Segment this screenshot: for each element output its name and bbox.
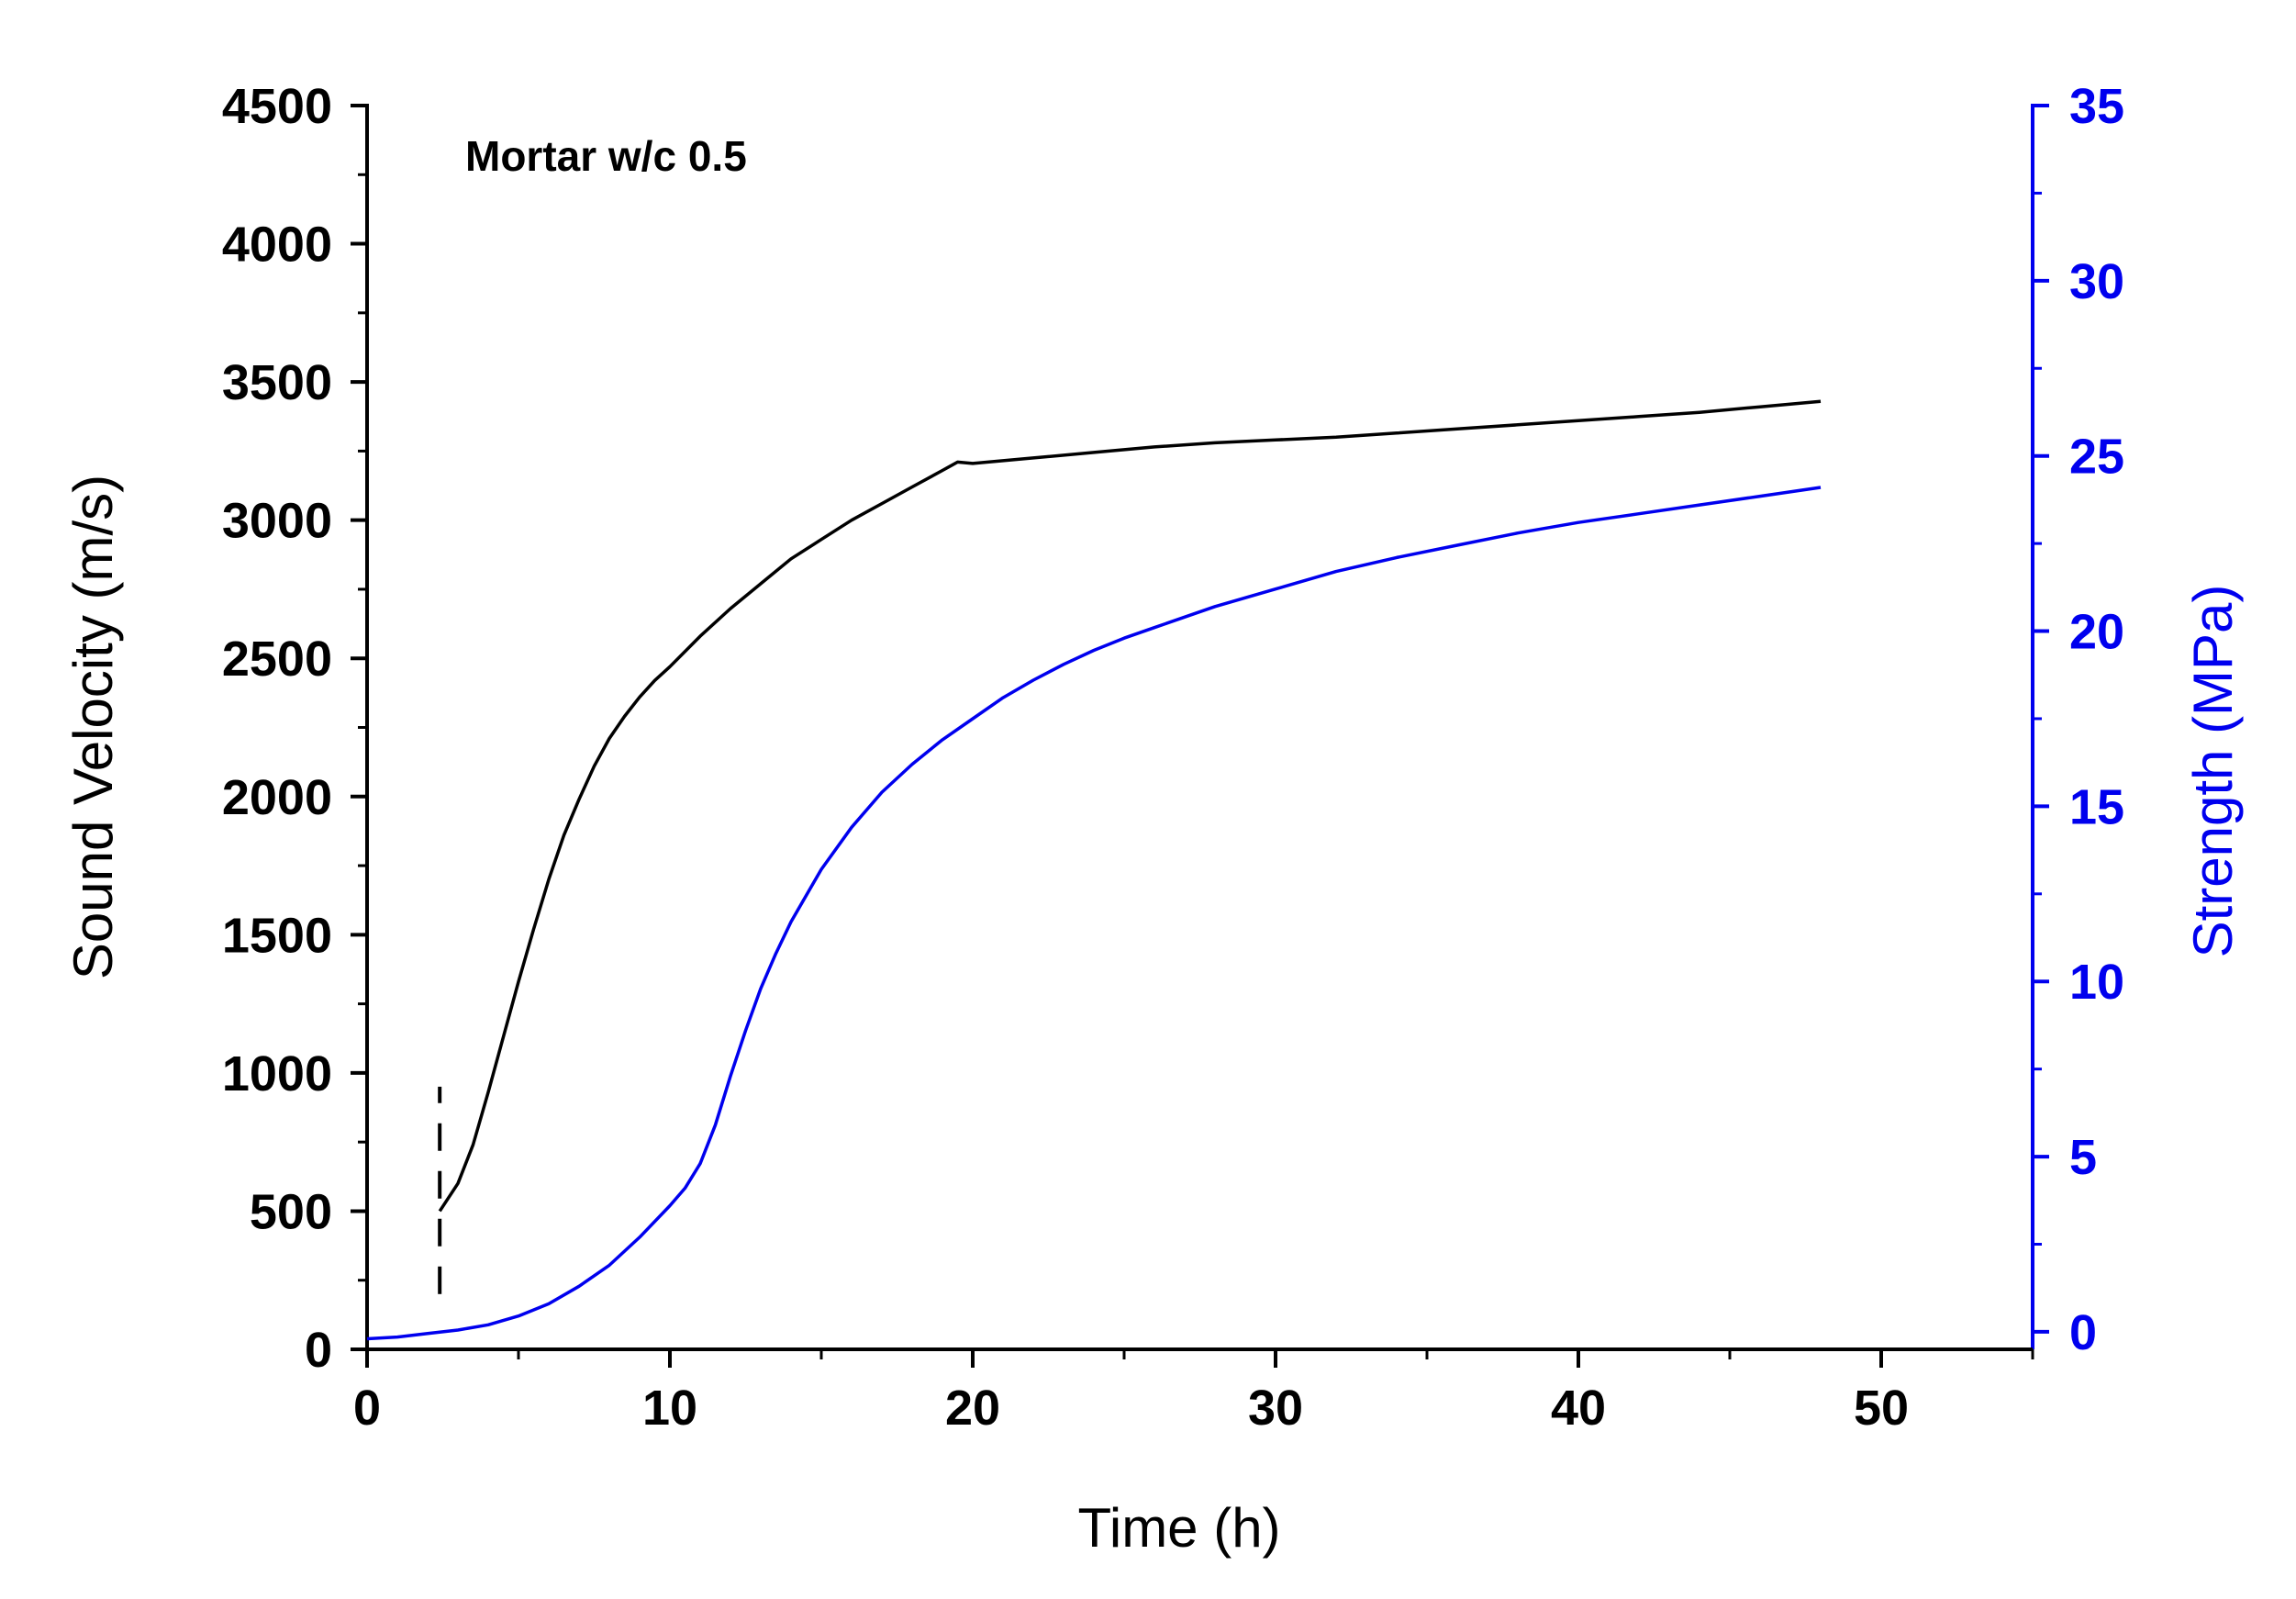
y2-tick-label: 35: [2069, 79, 2124, 134]
y2-tick-label: 0: [2069, 1305, 2097, 1360]
y-axis-title: Sound Velocity (m/s): [62, 475, 124, 979]
y2-tick-label: 15: [2069, 779, 2124, 834]
right-axis: 0 5 10 15 20 25 30 35: [2031, 79, 2124, 1360]
left-axis: 0 500 1000 1500 2000 2500 3000 3500 4000 4500: [222, 79, 369, 1378]
x-tick-label: 40: [1551, 1381, 1606, 1436]
strength-line: [366, 486, 1822, 1341]
y-tick-label: 2000: [222, 770, 332, 825]
y2-tick-label: 30: [2069, 254, 2124, 309]
x-axis: 0 10 20 30 40 50: [353, 1347, 2034, 1436]
y-tick-label: 1500: [222, 908, 332, 963]
y2-axis-title: Strength (MPa): [2182, 585, 2244, 958]
x-tick-label: 20: [945, 1381, 1000, 1436]
x-tick-label: 0: [353, 1381, 381, 1436]
x-tick-label: 30: [1248, 1381, 1303, 1436]
y-tick-label: 2500: [222, 632, 332, 687]
y2-tick-label: 25: [2069, 430, 2124, 485]
chart-annotation: Mortar w/c 0.5: [465, 132, 747, 180]
y2-tick-label: 20: [2069, 605, 2124, 660]
sound-velocity-line: [438, 399, 1822, 1213]
y-tick-label: 1000: [222, 1046, 332, 1101]
series-layer: [366, 399, 1822, 1341]
y2-tick-label: 10: [2069, 955, 2124, 1010]
x-tick-label: 50: [1854, 1381, 1909, 1436]
y-tick-label: 3500: [222, 355, 332, 410]
y-tick-label: 4000: [222, 218, 332, 273]
y2-tick-label: 5: [2069, 1130, 2097, 1185]
y-tick-label: 0: [305, 1323, 332, 1378]
x-tick-label: 10: [642, 1381, 697, 1436]
x-axis-title: Time (h): [1077, 1497, 1280, 1559]
y-tick-label: 4500: [222, 79, 332, 134]
y-tick-label: 500: [250, 1184, 332, 1239]
y-tick-label: 3000: [222, 494, 332, 549]
